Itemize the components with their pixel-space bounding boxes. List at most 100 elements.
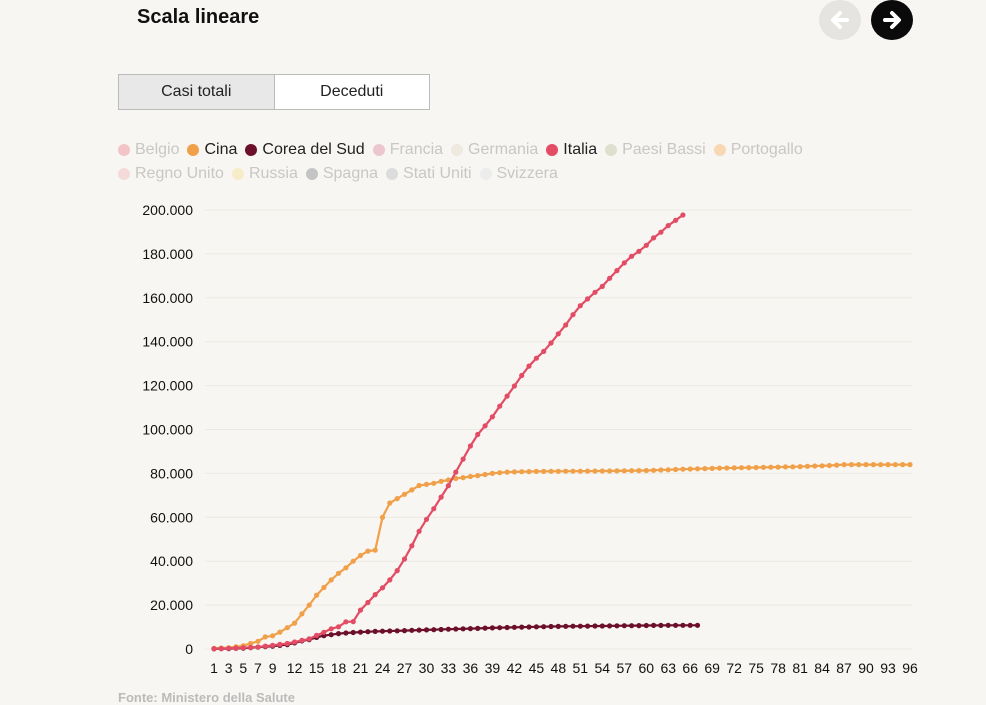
data-point-italia (357, 607, 364, 613)
data-point-italia (555, 331, 561, 337)
legend-item-francia[interactable]: Francia (372, 138, 443, 162)
legend-item-germania[interactable]: Germania (451, 138, 538, 162)
x-tick-label: 3 (225, 660, 233, 676)
next-button[interactable] (871, 0, 913, 40)
data-point-corea-del-sud (343, 630, 349, 636)
data-point-cina (482, 471, 488, 478)
data-point-italia (607, 275, 613, 281)
legend-item-corea-del-sud[interactable]: Corea del Sud (245, 138, 365, 162)
data-point-italia (218, 646, 224, 652)
legend-label: Spagna (322, 165, 379, 182)
data-point-cina (673, 466, 679, 473)
data-point-cina (467, 473, 473, 480)
data-point-corea-del-sud (328, 632, 334, 638)
data-point-cina (453, 475, 459, 481)
data-point-italia (673, 217, 679, 223)
data-point-italia (526, 363, 532, 369)
data-point-corea-del-sud (599, 623, 605, 629)
legend-item-svizzera[interactable]: Svizzera (479, 162, 558, 186)
x-tick-label: 54 (595, 660, 611, 676)
data-point-italia (629, 253, 635, 259)
legend-item-portogallo[interactable]: Portogallo (713, 138, 803, 162)
legend-item-italia[interactable]: Italia (546, 138, 597, 162)
data-point-italia (475, 431, 481, 438)
data-point-corea-del-sud (489, 625, 495, 631)
legend-item-paesi-bassi[interactable]: Paesi Bassi (605, 138, 706, 162)
data-point-italia (233, 645, 239, 651)
x-tick-label: 33 (441, 660, 457, 676)
previous-button[interactable] (819, 0, 861, 40)
x-tick-label: 84 (814, 660, 830, 676)
x-tick-label: 66 (682, 660, 698, 676)
data-point-corea-del-sud (335, 631, 342, 637)
x-tick-label: 78 (770, 660, 786, 676)
data-point-corea-del-sud (350, 629, 356, 636)
data-point-cina (335, 570, 342, 576)
x-tick-label: 7 (254, 660, 262, 676)
data-point-cina (416, 482, 422, 489)
data-point-cina (797, 464, 803, 470)
data-point-cina (321, 584, 327, 591)
data-point-italia (423, 516, 430, 522)
legend-item-cina[interactable]: Cina (187, 138, 237, 162)
data-point-cina (255, 638, 261, 644)
legend-label: Germania (468, 141, 539, 158)
data-point-cina (423, 481, 430, 487)
data-point-cina (577, 468, 583, 474)
data-point-cina (533, 468, 540, 474)
data-point-cina (702, 466, 708, 472)
y-tick-label: 180.000 (142, 246, 193, 262)
data-point-italia (401, 556, 408, 562)
data-point-corea-del-sud (533, 624, 540, 630)
data-point-italia (533, 355, 540, 361)
data-point-italia (306, 636, 312, 642)
tab-deceduti[interactable]: Deceduti (274, 75, 429, 109)
data-point-cina (848, 462, 855, 468)
data-point-italia (335, 624, 342, 630)
data-point-corea-del-sud (379, 628, 386, 634)
x-tick-label: 48 (551, 660, 567, 676)
data-point-italia (504, 393, 510, 399)
data-point-italia (328, 626, 334, 632)
data-point-corea-del-sud (585, 623, 591, 629)
data-point-corea-del-sud (643, 622, 649, 629)
data-point-cina (768, 464, 774, 470)
data-point-cina (878, 462, 884, 468)
legend-item-russia[interactable]: Russia (231, 162, 298, 186)
data-point-italia (497, 403, 503, 409)
data-point-cina (599, 468, 605, 474)
data-point-corea-del-sud (563, 623, 569, 629)
data-point-italia (343, 619, 349, 625)
page-title: Scala lineare (137, 6, 260, 28)
data-point-cina (489, 470, 495, 476)
x-tick-label: 57 (616, 660, 632, 676)
data-point-cina (379, 514, 386, 520)
data-point-corea-del-sud (445, 626, 451, 632)
x-tick-label: 51 (573, 660, 589, 676)
data-point-corea-del-sud (453, 626, 459, 632)
data-point-corea-del-sud (555, 623, 561, 630)
data-point-cina (826, 462, 833, 469)
data-point-cina (460, 475, 466, 481)
data-point-italia (255, 644, 261, 650)
legend-item-belgio[interactable]: Belgio (118, 138, 179, 162)
data-point-italia (614, 268, 620, 274)
data-point-corea-del-sud (438, 626, 444, 633)
legend-swatch (479, 168, 492, 180)
data-point-cina (841, 462, 847, 468)
legend-item-stati-uniti[interactable]: Stati Uniti (386, 162, 472, 186)
data-point-cina (270, 633, 276, 639)
legend-item-spagna[interactable]: Spagna (305, 162, 379, 186)
legend-swatch (118, 144, 130, 156)
legend-item-regno-unito[interactable]: Regno Unito (118, 162, 224, 186)
data-point-cina (357, 552, 364, 559)
data-point-italia (519, 372, 525, 379)
x-tick-label: 12 (287, 660, 303, 676)
data-point-cina (907, 462, 913, 468)
data-point-cina (782, 464, 789, 470)
data-point-cina (775, 464, 781, 470)
tab-casi-totali[interactable]: Casi totali (119, 75, 275, 109)
legend-swatch (605, 144, 618, 156)
data-point-cina (863, 462, 869, 468)
data-point-cina (328, 577, 334, 583)
